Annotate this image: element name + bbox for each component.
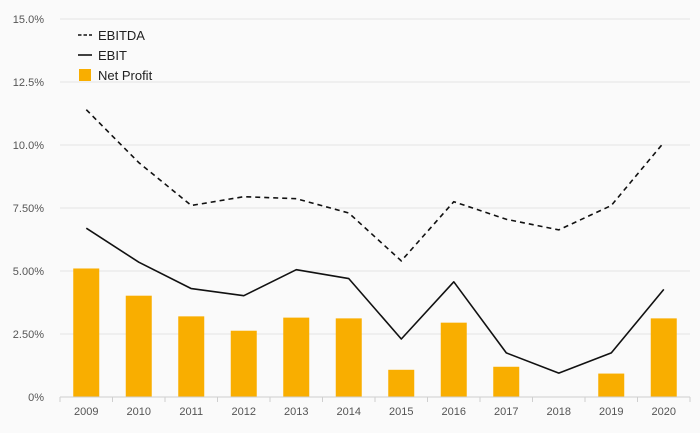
x-tick-label: 2018 bbox=[547, 406, 571, 418]
x-tick-label: 2011 bbox=[179, 406, 203, 418]
bar-net-profit-2011 bbox=[178, 316, 205, 397]
bar-net-profit-2010 bbox=[125, 295, 152, 397]
legend: EBITDA EBIT Net Profit bbox=[78, 28, 153, 83]
legend-label-ebit: EBIT bbox=[98, 48, 127, 63]
x-tick-label: 2013 bbox=[284, 406, 308, 418]
y-tick-label: 2.50% bbox=[13, 329, 44, 341]
x-tick-label: 2020 bbox=[652, 406, 676, 418]
y-tick-label: 5.00% bbox=[13, 266, 44, 278]
line-ebitda bbox=[85, 109, 665, 262]
bar-net-profit-2015 bbox=[388, 369, 415, 397]
x-tick-label: 2012 bbox=[232, 406, 256, 418]
y-tick-label: 15.0% bbox=[13, 14, 44, 26]
line-ebit bbox=[85, 227, 665, 374]
bar-net-profit-2013 bbox=[283, 317, 310, 397]
x-tick-label: 2014 bbox=[337, 406, 361, 418]
bar-net-profit-2012 bbox=[230, 330, 257, 397]
x-tick-label: 2010 bbox=[127, 406, 151, 418]
x-tick-label: 2019 bbox=[599, 406, 623, 418]
bar-net-profit-2016 bbox=[440, 322, 467, 397]
x-tick-label: 2009 bbox=[74, 406, 98, 418]
y-tick-label: 7.50% bbox=[13, 203, 44, 215]
x-tick-label: 2017 bbox=[494, 406, 518, 418]
net-profit-bars bbox=[73, 268, 677, 397]
y-tick-label: 12.5% bbox=[13, 77, 44, 89]
bar-net-profit-2017 bbox=[493, 366, 520, 397]
bar-net-profit-2019 bbox=[598, 373, 625, 397]
legend-label-net-profit: Net Profit bbox=[98, 68, 153, 83]
axes: 0% 2.50% 5.00% 7.50% 10.0% 12.5% 15.0% 2009 2010… bbox=[13, 14, 691, 418]
bar-net-profit-2020 bbox=[650, 318, 677, 397]
bar-net-profit-2009 bbox=[73, 268, 100, 397]
series-lines bbox=[85, 109, 665, 374]
y-tick-label: 10.0% bbox=[13, 140, 44, 152]
x-tick-label: 2016 bbox=[442, 406, 466, 418]
legend-label-ebitda: EBITDA bbox=[98, 28, 145, 43]
legend-swatch-net-profit bbox=[79, 69, 91, 81]
x-tick-label: 2015 bbox=[389, 406, 413, 418]
bar-net-profit-2014 bbox=[335, 318, 362, 397]
y-tick-label: 0% bbox=[28, 392, 44, 404]
gridlines bbox=[60, 18, 690, 335]
